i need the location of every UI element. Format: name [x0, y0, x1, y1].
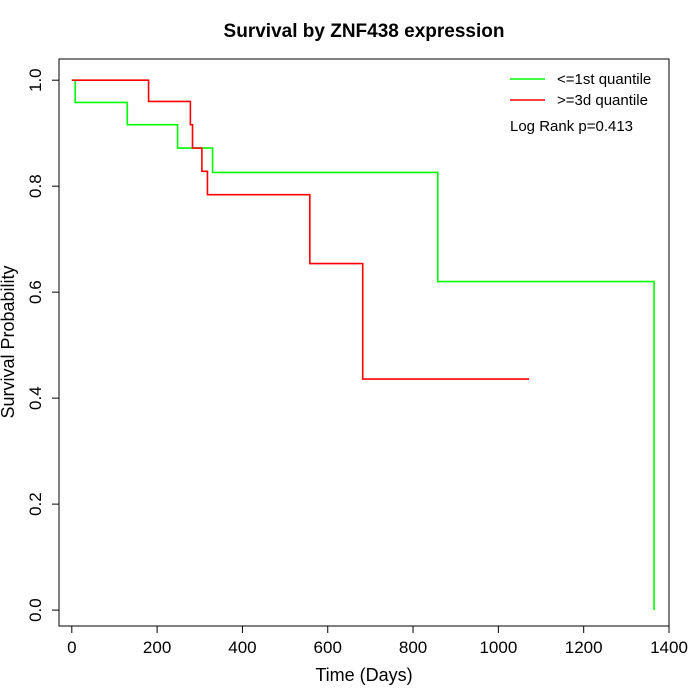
- series-layer: [71, 79, 655, 611]
- survival-curve-low: [71, 79, 655, 611]
- chart-title: Survival by ZNF438 expression: [224, 21, 505, 42]
- x-tick-label: 200: [143, 638, 171, 657]
- x-tick-label: 1400: [650, 638, 688, 657]
- y-tick-label: 0.4: [26, 386, 45, 410]
- legend-label-high: >=3d quantile: [557, 92, 648, 109]
- x-axis-label: Time (Days): [315, 665, 412, 685]
- y-tick-label: 0.2: [26, 492, 45, 516]
- x-tick-label: 400: [228, 638, 256, 657]
- x-tick-label: 1000: [479, 638, 517, 657]
- y-tick-label: 0.8: [26, 174, 45, 198]
- plot-frame: [58, 58, 670, 627]
- survival-curve-high: [71, 79, 530, 380]
- x-axis: 0 200 400 600 800 1000 1200 1400: [67, 625, 688, 657]
- y-tick-label: 0.6: [26, 280, 45, 304]
- y-axis: 0.0 0.2 0.4 0.6 0.8 1.0: [26, 68, 60, 622]
- y-tick-label: 1.0: [26, 68, 45, 92]
- log-rank-annotation: Log Rank p=0.413: [510, 118, 633, 135]
- y-tick-label: 0.0: [26, 598, 45, 622]
- y-axis-label: Survival Probability: [0, 265, 18, 418]
- x-tick-label: 600: [314, 638, 342, 657]
- legend: <=1st quantile >=3d quantile: [510, 71, 651, 109]
- x-tick-label: 800: [399, 638, 427, 657]
- x-tick-label: 1200: [565, 638, 603, 657]
- legend-label-low: <=1st quantile: [557, 71, 651, 88]
- x-tick-label: 0: [67, 638, 76, 657]
